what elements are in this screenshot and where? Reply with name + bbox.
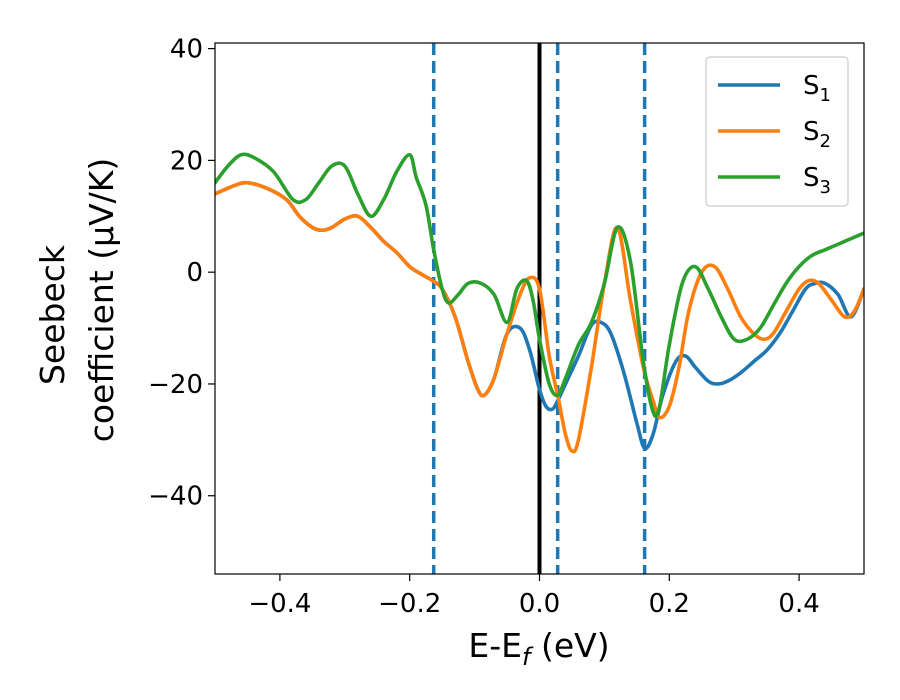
x-tick-label: −0.2 <box>378 589 441 619</box>
x-tick-label: 0.4 <box>778 589 819 619</box>
vertical-reference-lines <box>431 43 647 574</box>
x-tick-label: 0.2 <box>649 589 690 619</box>
x-axis-label-main: E-E <box>468 626 522 665</box>
y-tick-label: 40 <box>170 35 203 65</box>
y-tick-label: 0 <box>186 258 203 288</box>
x-tick-label: −0.4 <box>248 589 311 619</box>
x-axis-ticks: −0.4 −0.2 0.0 0.2 0.4 <box>248 574 820 619</box>
y-tick-label: −20 <box>148 370 203 400</box>
series-line-s2 <box>215 180 864 454</box>
x-axis-label: E-Ef (eV) <box>468 626 609 671</box>
series-line-s3 <box>215 152 864 419</box>
y-axis-label-line-2: coefficient (μV/K) <box>82 158 121 443</box>
legend: S1 S2 S3 <box>705 56 849 207</box>
y-axis-ticks: 40 20 0 −20 −40 <box>148 35 215 512</box>
y-tick-label: −40 <box>148 482 203 512</box>
y-axis-label-line-1: Seebeck <box>33 244 72 385</box>
legend-entries: S1 S2 S3 <box>718 71 831 198</box>
x-tick-label: 0.0 <box>519 589 560 619</box>
y-tick-label: 20 <box>170 146 203 176</box>
legend-label-s2: S2 <box>803 117 831 152</box>
legend-label-s1: S1 <box>803 71 831 106</box>
legend-label-s3: S3 <box>803 163 831 198</box>
x-axis-label-unit: (eV) <box>530 626 609 665</box>
series-lines <box>215 152 864 454</box>
